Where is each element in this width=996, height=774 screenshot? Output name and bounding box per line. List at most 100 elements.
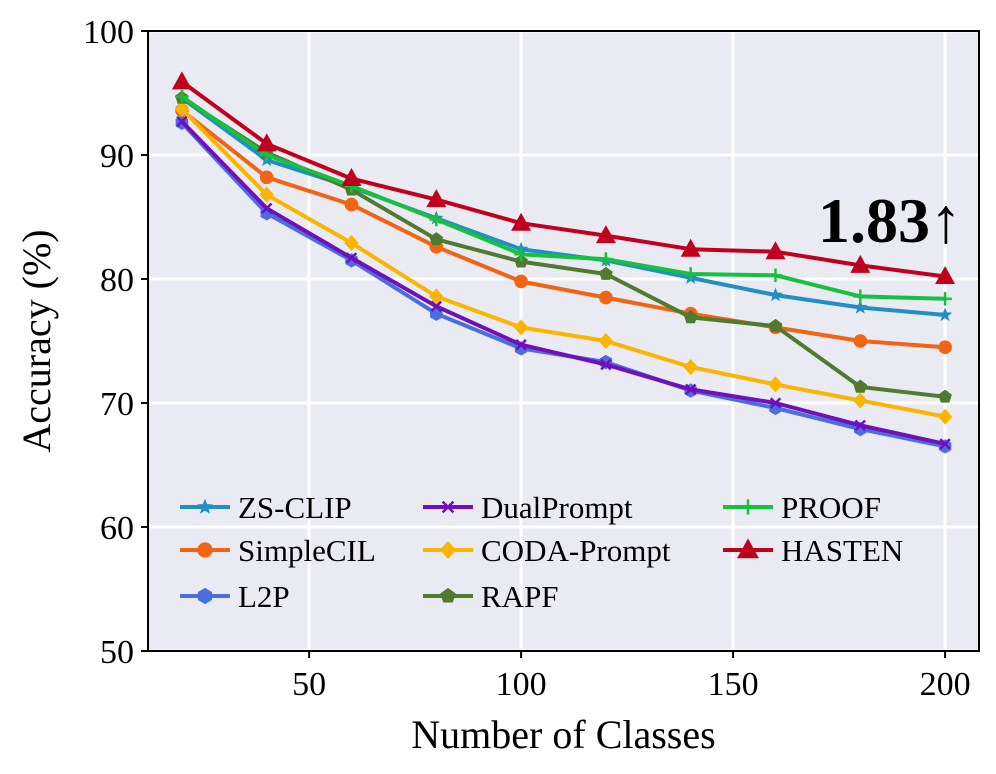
legend-marker: [740, 499, 756, 515]
series-line-simplecil: [179, 108, 948, 350]
data-point: [429, 212, 444, 227]
data-point: [515, 339, 527, 351]
data-point: [429, 232, 444, 246]
data-point: [768, 268, 783, 283]
data-point: [429, 288, 444, 305]
data-point: [261, 202, 273, 215]
plot-area: [148, 31, 979, 651]
x-tick-label: 200: [920, 666, 971, 703]
data-point: [768, 287, 783, 302]
legend-item-simplecil: SimpleCIL: [180, 533, 376, 568]
data-point: [853, 289, 868, 304]
data-point: [600, 358, 612, 371]
legend-item-rapf: RAPF: [423, 579, 559, 614]
series-line-dualprompt: [179, 119, 948, 446]
data-point: [685, 383, 697, 396]
data-point: [938, 340, 952, 355]
data-point: [514, 274, 528, 289]
x-axis-label: Number of Classes: [411, 712, 715, 757]
y-tick-label: 80: [100, 262, 134, 299]
improvement-annotation: 1.83↑: [818, 185, 962, 256]
legend-label: DualPrompt: [481, 490, 633, 525]
y-tick-label: 100: [83, 14, 134, 51]
data-point: [171, 71, 192, 90]
data-point: [853, 392, 868, 409]
data-point: [937, 307, 953, 322]
data-point: [599, 252, 613, 266]
legend-marker: [439, 541, 457, 559]
series-line-hasten: [179, 79, 948, 279]
data-point: [768, 376, 783, 393]
data-point: [683, 359, 698, 376]
data-point: [259, 170, 274, 185]
data-point: [680, 238, 701, 257]
data-point: [938, 292, 952, 306]
data-point: [853, 299, 868, 314]
data-point: [765, 241, 786, 260]
legend-marker: [441, 500, 455, 514]
legend-item-dualprompt: DualPrompt: [423, 490, 633, 525]
legend-marker: [737, 538, 759, 559]
series-coda-prompt: [174, 101, 953, 425]
legend-label: HASTEN: [781, 533, 903, 568]
data-point: [853, 334, 868, 348]
y-tick-label: 90: [100, 138, 134, 175]
legend-item-coda-prompt: CODA-Prompt: [423, 533, 671, 568]
legend-item-zs-clip: ZS-CLIP: [180, 490, 352, 525]
series-line-proof: [179, 94, 948, 301]
series-dualprompt: [176, 115, 951, 450]
data-point: [256, 133, 277, 152]
data-point: [935, 266, 956, 285]
plot-frame: [147, 30, 980, 652]
series-layer: [171, 71, 956, 454]
data-point: [853, 379, 868, 393]
legend-label: SimpleCIL: [238, 533, 376, 568]
data-point: [850, 254, 871, 273]
data-point: [769, 397, 782, 409]
legend-item-hasten: HASTEN: [723, 533, 903, 568]
data-point: [344, 197, 359, 212]
legend: ZS-CLIP SimpleCIL L2P DualPrompt CODA-Prompt…: [180, 490, 903, 614]
legend-item-l2p: L2P: [180, 579, 290, 614]
data-point: [599, 266, 613, 280]
data-point: [513, 319, 529, 336]
legend-label: L2P: [238, 579, 290, 614]
data-point: [345, 252, 358, 264]
y-tick-label: 60: [100, 510, 134, 547]
data-point: [175, 89, 189, 104]
y-axis-label: Accuracy (%): [14, 229, 59, 452]
data-point: [595, 225, 616, 244]
legend-marker: [197, 587, 213, 605]
data-point: [854, 419, 866, 432]
data-point: [341, 168, 362, 187]
x-tick-label: 50: [292, 666, 326, 703]
axis-ticks: 50 100 150 200 50 60 70 80 90 100: [83, 14, 971, 703]
data-point: [430, 300, 442, 312]
legend-marker: [196, 498, 214, 514]
series-hasten: [171, 71, 956, 285]
data-point: [683, 267, 698, 281]
data-point: [598, 333, 614, 349]
legend-label: RAPF: [481, 579, 559, 614]
data-point: [344, 235, 359, 252]
series-line-coda-prompt: [179, 107, 948, 419]
data-point: [259, 186, 274, 203]
data-point: [599, 290, 613, 305]
data-point: [683, 310, 698, 324]
data-point: [937, 408, 953, 425]
data-point: [176, 115, 188, 128]
data-point: [939, 438, 951, 450]
data-point: [426, 189, 447, 208]
y-tick-label: 70: [100, 386, 134, 423]
legend-marker: [197, 542, 213, 558]
legend-marker: [440, 587, 456, 603]
y-tick-label: 50: [100, 634, 134, 671]
x-tick-label: 150: [708, 666, 759, 703]
data-point: [514, 247, 528, 261]
x-tick-label: 100: [496, 666, 547, 703]
legend-item-proof: PROOF: [723, 490, 881, 525]
data-point: [174, 101, 190, 118]
data-point: [511, 212, 532, 231]
legend-label: CODA-Prompt: [481, 533, 671, 568]
